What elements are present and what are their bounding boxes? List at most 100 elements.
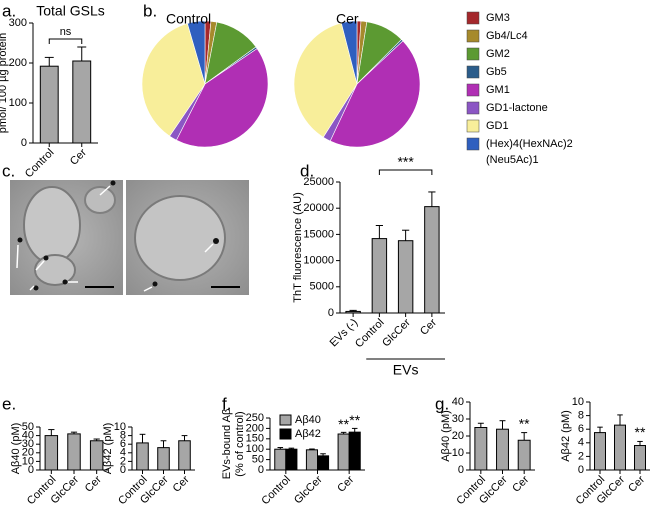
panel-label: d. <box>300 161 314 180</box>
y-tick-label: 10 <box>22 455 34 467</box>
panel-label: a. <box>2 1 16 20</box>
legend-label: Gb4/Lc4 <box>486 30 528 42</box>
y-tick-label: 2 <box>578 450 584 462</box>
bar <box>317 455 330 471</box>
y-tick-label: 15000 <box>303 228 334 240</box>
y-axis-label: Aβ40 (pM) <box>10 423 22 475</box>
y-tick-label: 40 <box>452 396 464 408</box>
y-tick-label: 10 <box>452 447 464 459</box>
y-tick-label: 5000 <box>310 281 334 293</box>
y-tick-label: 50 <box>22 421 34 433</box>
y-tick-label: 4 <box>120 447 126 459</box>
x-tick-label: Cer <box>418 316 439 337</box>
y-tick-label: 10 <box>114 421 126 433</box>
y-tick-label: 300 <box>9 17 27 29</box>
bar <box>305 449 318 471</box>
x-tick-label: Cer <box>335 473 356 494</box>
y-axis-label: EVs-bound Aβ <box>221 409 233 480</box>
legend-label: Aβ42 <box>295 428 321 440</box>
group-label: EVs <box>393 362 419 378</box>
bar <box>345 310 361 314</box>
y-tick-label: 2 <box>120 455 126 467</box>
bar <box>424 206 440 314</box>
legend-swatch <box>466 137 480 151</box>
y-axis-label: (% of control) <box>234 411 246 476</box>
legend-swatch <box>279 414 292 426</box>
pie-title: Control <box>166 11 211 27</box>
panel-label: e. <box>2 394 16 413</box>
vesicle <box>134 195 226 281</box>
gold-particles <box>17 180 219 291</box>
y-tick-label: 0 <box>120 464 126 476</box>
significance-label: *** <box>397 154 414 170</box>
pie-title: Cer <box>336 11 359 27</box>
y-tick-label: 8 <box>120 430 126 442</box>
y-tick-label: 30 <box>452 413 464 425</box>
bar <box>348 431 361 471</box>
x-tick-label: Control <box>259 474 293 508</box>
significance-bracket <box>378 169 433 175</box>
legend-swatch <box>466 47 480 61</box>
legend-label: GM1 <box>486 84 510 96</box>
x-tick-label: Cer <box>171 473 192 494</box>
pie-slice <box>340 20 358 85</box>
y-axis-label: Aβ40 (pM) <box>440 410 452 462</box>
legend-label: GD1 <box>486 120 509 132</box>
chart-title: Total GSLs <box>36 3 104 19</box>
y-tick-label: 0 <box>28 464 34 476</box>
bar <box>285 448 298 471</box>
y-tick-label: 0 <box>258 464 264 476</box>
bar <box>44 435 59 471</box>
legend-swatch <box>279 428 292 440</box>
x-tick-label: GlcCer <box>292 473 325 506</box>
legend-swatch <box>466 11 480 25</box>
y-tick-label: 10 <box>572 396 584 408</box>
pie-slice <box>141 23 206 137</box>
significance-label: ** <box>349 412 360 428</box>
micrographs <box>10 180 249 295</box>
y-tick-label: 0 <box>21 137 27 149</box>
bar <box>157 447 170 471</box>
bar <box>517 439 531 471</box>
bar <box>274 448 287 471</box>
legend-swatch <box>466 119 480 133</box>
y-tick-label: 20 <box>452 430 464 442</box>
bar <box>634 445 646 471</box>
legend-label: GM2 <box>486 48 510 60</box>
bar <box>496 428 509 471</box>
vesicle <box>34 254 76 286</box>
bar <box>371 238 388 314</box>
bar <box>474 427 488 471</box>
legend-swatch <box>466 83 480 97</box>
significance-label: ** <box>635 424 646 440</box>
bar <box>72 60 92 144</box>
y-tick-label: 200 <box>246 422 264 434</box>
x-tick-label: Cer <box>68 146 89 167</box>
y-tick-label: 40 <box>22 430 34 442</box>
legend-label: GM3 <box>486 12 510 24</box>
bar <box>337 433 350 471</box>
bar <box>594 432 606 471</box>
y-axis-label: Aβ42 (pM) <box>560 410 572 462</box>
arrows <box>16 185 214 292</box>
y-tick-label: 10000 <box>303 255 334 267</box>
panel-label: f. <box>222 394 231 413</box>
bar <box>397 240 414 314</box>
bar <box>178 440 191 471</box>
y-axis-label: Aβ42 (pM) <box>102 423 114 475</box>
y-tick-label: 0 <box>458 464 464 476</box>
y-tick-label: 25000 <box>303 176 334 188</box>
legend-label: GD1-lactone <box>486 102 548 114</box>
pie-slice <box>175 48 269 148</box>
pie-slice <box>329 40 421 148</box>
y-axis-label: pmol/ 100 µg protein <box>0 33 9 134</box>
vesicle <box>23 186 81 264</box>
x-tick-label: Control <box>353 317 387 351</box>
significance-bracket <box>48 38 83 44</box>
bar <box>39 65 59 144</box>
significance-label: ** <box>519 415 530 431</box>
legend-label: Gb5 <box>486 66 507 78</box>
legend-swatch <box>466 29 480 43</box>
y-tick-label: 6 <box>120 438 126 450</box>
